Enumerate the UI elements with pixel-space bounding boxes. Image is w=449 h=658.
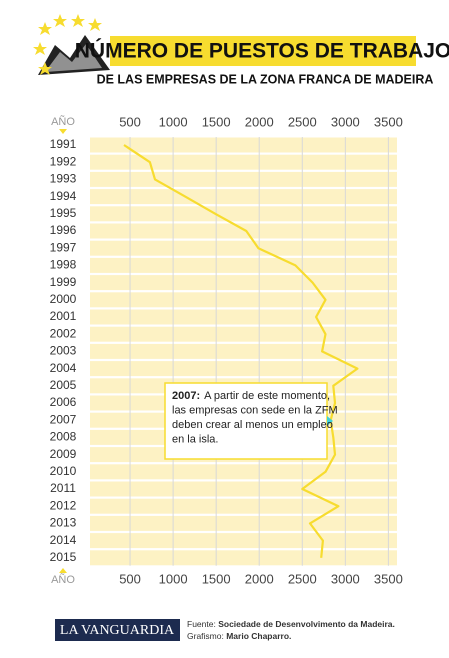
annotation-pointer	[327, 416, 333, 426]
row-stripe	[90, 257, 397, 273]
y-tick-label: 2015	[50, 550, 77, 564]
axis-arrow	[59, 129, 67, 134]
title-highlight	[110, 36, 416, 66]
y-tick-label: 2005	[50, 378, 77, 392]
row-stripe	[90, 275, 397, 291]
y-tick-label: 1991	[50, 137, 77, 151]
x-tick-label: 500	[119, 114, 141, 129]
axis-arrow	[59, 568, 67, 573]
credit: Grafismo: Mario Chaparro.	[187, 631, 291, 641]
y-tick-label: 2008	[50, 430, 77, 444]
axis-label: AÑO	[51, 115, 75, 128]
logo-icon	[33, 14, 110, 75]
x-tick-label: 1000	[159, 114, 188, 129]
y-tick-label: 1994	[50, 189, 77, 203]
row-stripe	[90, 533, 397, 549]
row-stripe	[90, 361, 397, 377]
y-tick-label: 2013	[50, 516, 77, 530]
row-stripe	[90, 206, 397, 222]
x-tick-label: 1500	[202, 571, 231, 586]
y-tick-label: 1998	[50, 258, 77, 272]
source: Fuente: Sociedade de Desenvolvimento da …	[187, 619, 395, 629]
row-stripe	[90, 515, 397, 531]
data-line	[123, 144, 359, 558]
y-tick-label: 2003	[50, 344, 77, 358]
y-tick-label: 1996	[50, 223, 77, 237]
y-tick-label: 1999	[50, 275, 77, 289]
y-tick-label: 2007	[50, 412, 77, 426]
y-tick-label: 2010	[50, 464, 77, 478]
y-tick-label: 2009	[50, 447, 77, 461]
axis-label: AÑO	[51, 573, 75, 586]
row-stripe	[90, 292, 397, 308]
row-stripe	[90, 189, 397, 205]
x-tick-label: 2000	[245, 114, 274, 129]
row-stripe	[90, 550, 397, 566]
row-stripe	[90, 343, 397, 359]
x-tick-label: 2500	[288, 114, 317, 129]
row-stripe	[90, 326, 397, 342]
y-tick-label: 2000	[50, 292, 77, 306]
x-tick-label: 1500	[202, 114, 231, 129]
row-stripe	[90, 154, 397, 170]
y-tick-label: 1997	[50, 240, 77, 254]
logo: LA VANGUARDIA	[60, 623, 175, 638]
annotation: 2007: A partir de este momento, las empres…	[172, 390, 338, 446]
y-tick-label: 2011	[50, 481, 76, 495]
y-tick-label: 1993	[50, 172, 77, 186]
x-tick-label: 2000	[245, 571, 274, 586]
row-stripe	[90, 498, 397, 514]
x-tick-label: 3500	[374, 571, 403, 586]
y-tick-label: 2004	[50, 361, 77, 375]
row-stripe	[90, 464, 397, 480]
row-stripe	[90, 223, 397, 239]
y-tick-label: 2001	[50, 309, 77, 323]
chart-subtitle: DE LAS EMPRESAS DE LA ZONA FRANCA DE MAD…	[97, 72, 434, 86]
y-tick-label: 2002	[50, 326, 77, 340]
row-stripe	[90, 309, 397, 325]
x-tick-label: 3000	[331, 114, 360, 129]
y-tick-label: 2012	[50, 498, 77, 512]
y-tick-label: 2014	[50, 533, 77, 547]
y-tick-label: 1995	[50, 206, 77, 220]
row-stripe	[90, 481, 397, 497]
x-tick-label: 3000	[331, 571, 360, 586]
x-tick-label: 2500	[288, 571, 317, 586]
y-tick-label: 2006	[50, 395, 77, 409]
y-tick-label: 1992	[50, 154, 77, 168]
row-stripe	[90, 171, 397, 187]
x-tick-label: 1000	[159, 571, 188, 586]
annotation-box	[164, 382, 328, 460]
x-tick-label: 500	[119, 571, 141, 586]
row-stripe	[90, 240, 397, 256]
logo-box	[55, 619, 180, 641]
chart-title: NÚMERO DE PUESTOS DE TRABAJO	[75, 39, 449, 63]
row-stripe	[90, 137, 397, 153]
x-tick-label: 3500	[374, 114, 403, 129]
